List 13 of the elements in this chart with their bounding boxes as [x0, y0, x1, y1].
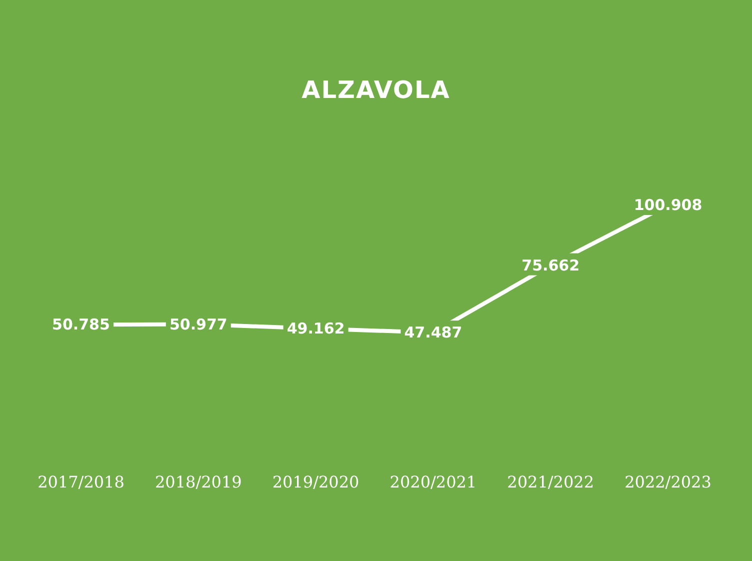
- x-tick-label: 2017/2018: [38, 472, 124, 492]
- x-tick-label: 2018/2019: [154, 472, 242, 492]
- data-label: 50.785: [52, 316, 110, 334]
- chart-title: ALZAVOLA: [300, 76, 452, 104]
- data-label: 100.908: [634, 196, 702, 214]
- data-label: 75.662: [522, 256, 580, 274]
- x-tick-label: 2021/2022: [507, 472, 594, 492]
- x-tick-label: 2022/2023: [624, 472, 712, 492]
- data-label: 49.162: [286, 320, 345, 338]
- data-label: 47.487: [404, 324, 462, 342]
- x-tick-label: 2020/2021: [390, 472, 477, 492]
- x-tick-label: 2019/2020: [272, 472, 360, 492]
- data-label: 50.977: [169, 315, 228, 334]
